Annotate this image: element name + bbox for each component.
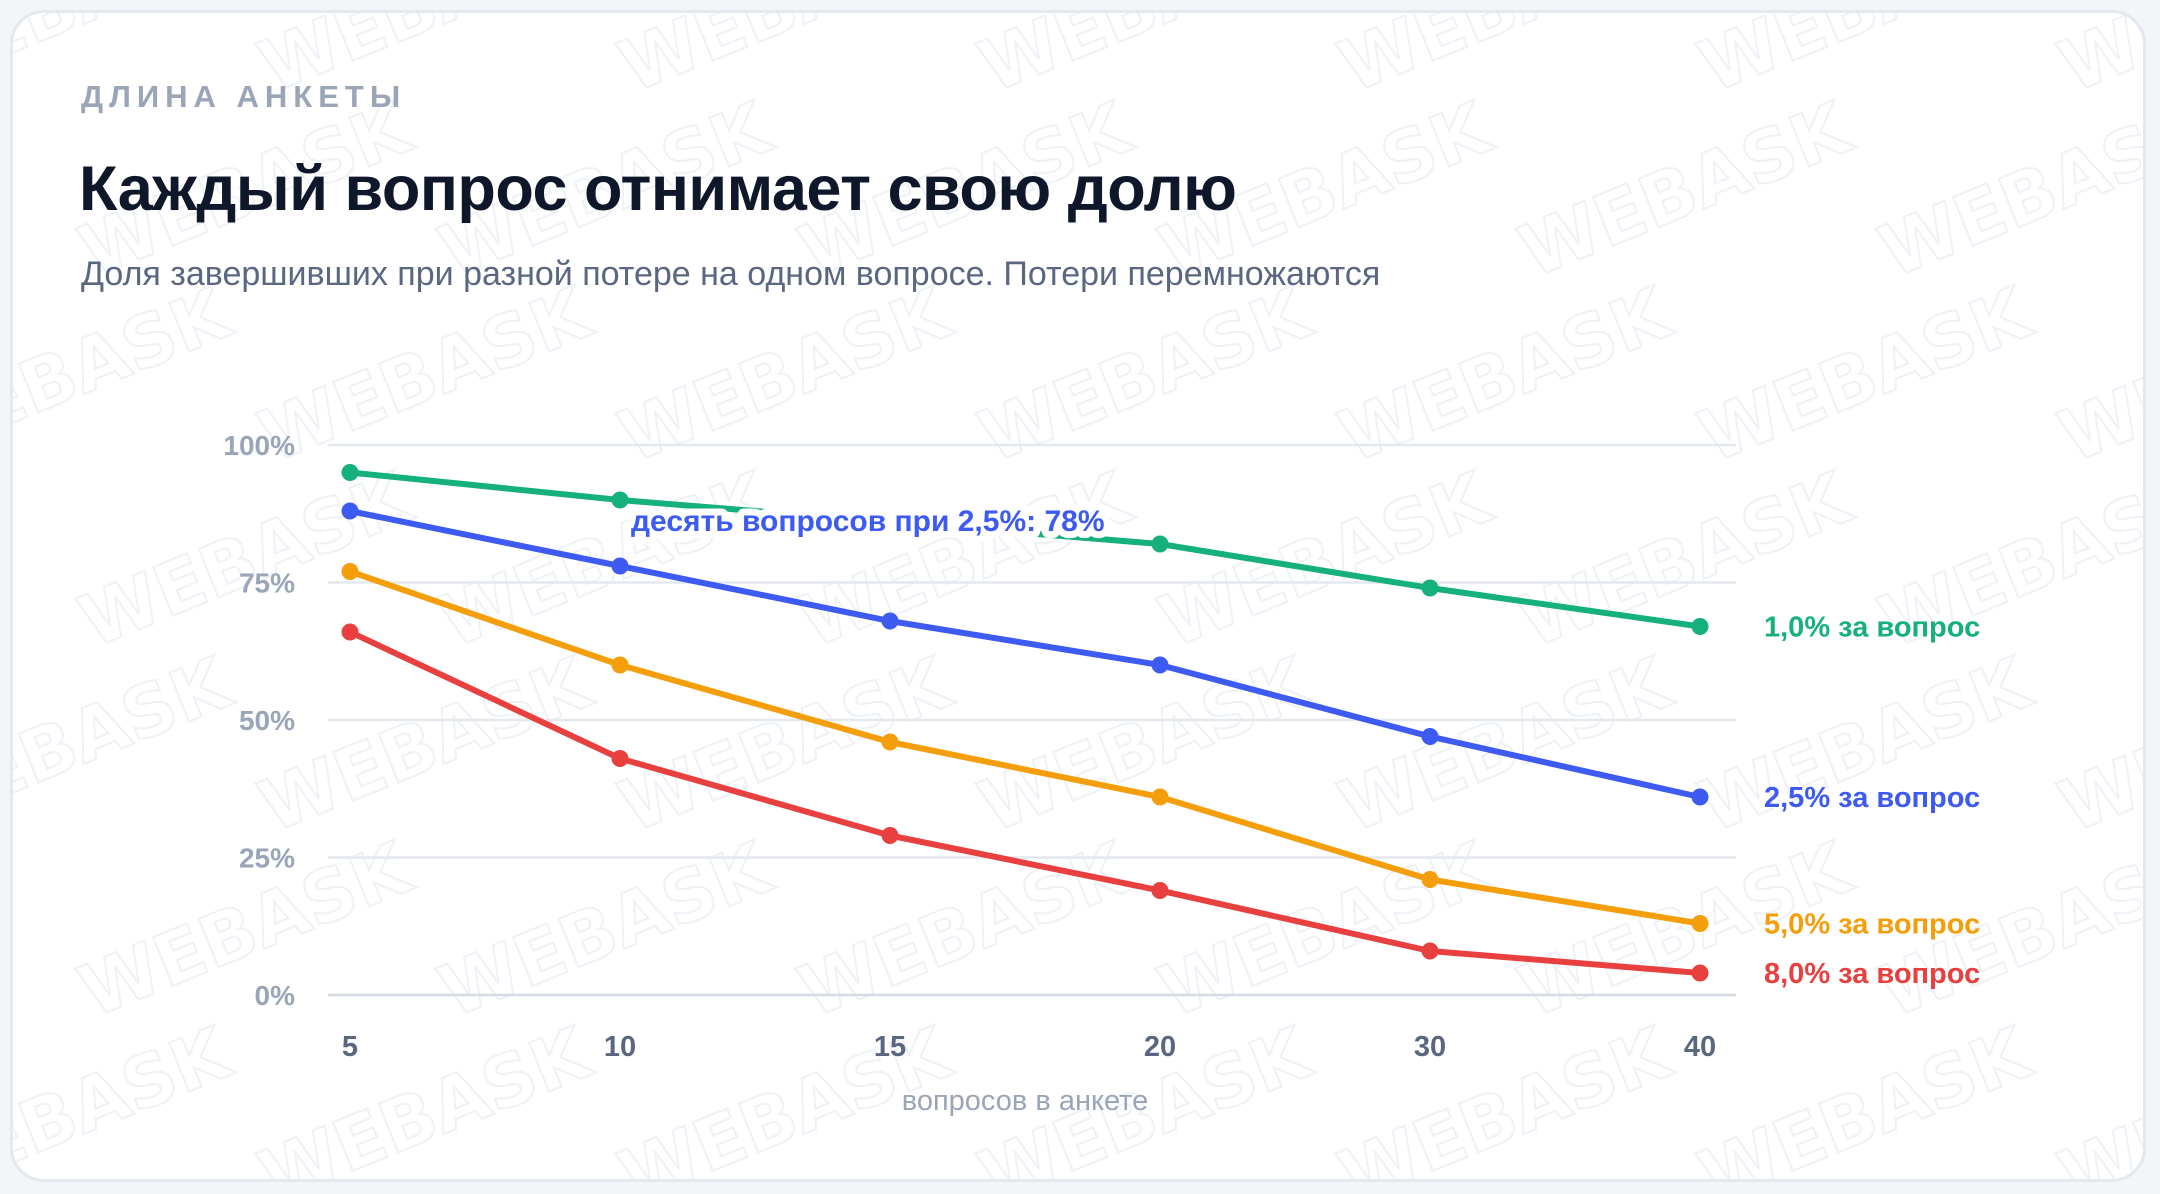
annotation-label: десять вопросов при 2,5%: 78% — [631, 505, 1105, 538]
series-line — [347, 629, 1703, 976]
data-point — [611, 491, 629, 509]
x-tick-label: 5 — [342, 1031, 358, 1063]
data-point — [1691, 964, 1709, 982]
y-tick-label: 75% — [239, 568, 295, 599]
series-line — [347, 568, 1703, 927]
data-point — [881, 513, 899, 531]
data-point — [341, 464, 359, 481]
x-tick-label: 20 — [1144, 1031, 1176, 1063]
y-tick-label: 100% — [223, 430, 295, 461]
data-point — [611, 557, 629, 575]
data-point — [1151, 656, 1169, 674]
data-point — [1151, 535, 1169, 553]
data-point — [611, 656, 629, 674]
data-point — [1421, 942, 1439, 960]
data-point — [341, 502, 359, 520]
line-chart: 0% 25% 50% 75% 100% 5 10 15 20 30 40 вопросов в анк… — [223, 430, 1980, 1117]
overline-label: ДЛИНА АНКЕТЫ — [81, 79, 407, 114]
series-line — [347, 508, 1703, 800]
data-point — [1691, 915, 1709, 932]
y-tick-label: 0% — [255, 980, 296, 1011]
series-label: 1,0% за вопрос — [1764, 612, 1980, 644]
data-point — [1421, 871, 1439, 888]
data-point — [881, 612, 899, 630]
x-tick-label: 40 — [1684, 1031, 1716, 1063]
series-line — [347, 469, 1703, 630]
data-point — [1421, 728, 1439, 745]
series-label: 8,0% за вопрос — [1764, 958, 1980, 990]
data-point — [341, 563, 359, 580]
x-tick-label: 15 — [874, 1031, 906, 1063]
data-point — [881, 733, 899, 751]
data-point — [1151, 882, 1169, 899]
y-tick-label: 50% — [239, 705, 295, 736]
data-point — [1421, 579, 1439, 597]
series-label: 2,5% за вопрос — [1764, 782, 1980, 814]
data-point — [611, 750, 629, 767]
data-point — [881, 827, 899, 844]
data-point — [1691, 788, 1709, 806]
chart-title: Каждый вопрос отнимает свою долю — [79, 154, 1237, 224]
x-axis-label: вопросов в анкете — [902, 1085, 1148, 1117]
y-tick-label: 25% — [239, 843, 295, 874]
x-tick-label: 30 — [1414, 1031, 1446, 1063]
data-point — [1151, 788, 1169, 806]
data-point — [1691, 618, 1709, 635]
chart-subtitle: Доля завершивших при разной потере на од… — [81, 255, 1381, 293]
chart-card: WEBASK WEBASK WEBASK WEBASK WEBASK WEBASK WEBA… — [10, 10, 2146, 1182]
series-label: 5,0% за вопрос — [1764, 909, 1980, 941]
data-point — [341, 623, 359, 641]
x-tick-label: 10 — [604, 1031, 636, 1063]
